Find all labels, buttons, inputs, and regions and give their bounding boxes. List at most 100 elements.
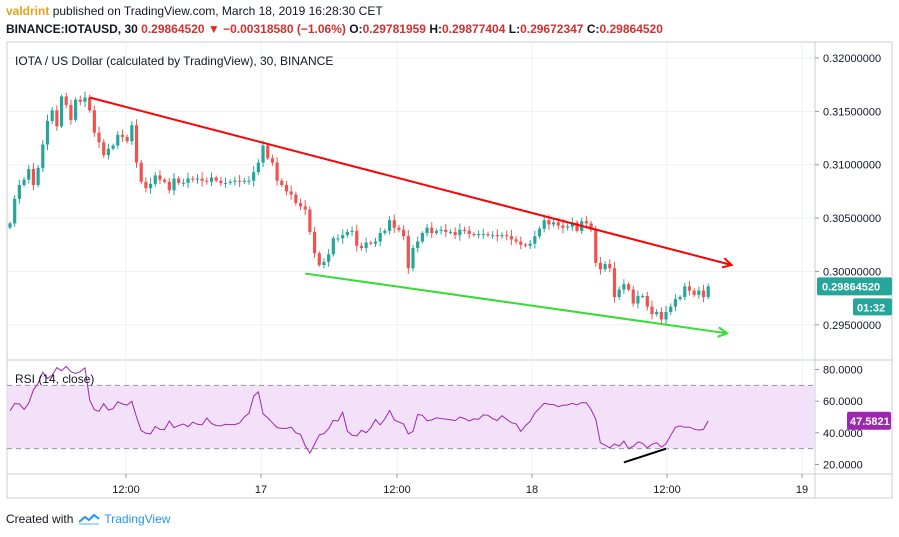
candle-body [369,242,373,244]
candle-body [406,236,410,269]
rsi-divergence-line [623,447,667,464]
candle-body [36,167,40,185]
rsi-band [8,385,814,449]
author-name[interactable]: valdrint [6,4,50,18]
candle-body [397,227,401,230]
candle-body [308,209,312,232]
candle-body [350,230,354,232]
rsi-y-tick-label: 20.0000 [823,460,863,472]
candle-body [612,268,617,298]
candle-body [542,220,546,229]
candle-body [88,97,92,111]
candle-body [655,311,659,315]
tradingview-brand[interactable]: TradingView [104,512,171,526]
candle-body [191,178,195,180]
rsi-value-tag [847,411,891,430]
candle-body [701,290,706,298]
candle-body [472,234,476,236]
publish-info: valdrint published on TradingView.com, M… [6,4,383,18]
candle-body [97,132,101,143]
rsi-y-tick-label: 40.0000 [823,428,863,440]
candle-body [645,295,649,307]
candle-body [462,229,467,231]
outer-frame [6,41,893,499]
price-change: ▼ −0.00318580 (−1.06%) [207,22,346,36]
support-arrowhead [717,326,730,338]
candle-body [575,222,579,231]
candle-body [13,198,17,224]
candle-body [92,110,96,133]
candle-body [69,104,73,120]
created-with-text: Created with [6,512,74,526]
candle-body [280,180,284,185]
candle-body [83,97,87,102]
candle-body [228,181,232,183]
candle-body [111,145,115,149]
candle-body [481,234,485,236]
tradingview-logo-icon [78,513,100,525]
rsi-y-tick-label: 60.0000 [823,396,863,408]
last-price: 0.29864520 [141,22,205,36]
candle-body [641,295,645,297]
candle-body [547,220,551,225]
candle-body [214,177,218,181]
candle-body [373,241,378,244]
candle-body [500,235,504,237]
candle-body [275,162,279,181]
candle-body [495,235,499,237]
candle-body [219,180,223,183]
candle-body [467,230,471,235]
candle-body [167,181,171,191]
candle-body [266,145,270,159]
candle-body [425,227,429,234]
candle-body [528,243,532,246]
candle-body [177,178,181,183]
candle-body [294,194,298,204]
high-value: 0.29877404 [441,22,506,36]
candle-body [153,175,157,184]
candle-body [195,178,200,180]
candle-body [477,234,481,236]
y-tick-label: 0.30500000 [823,213,881,225]
candle-body [341,235,345,239]
x-tick-label: 17 [255,484,267,496]
candle-body [556,222,560,226]
candle-body [533,236,537,244]
x-tick-label: 12:00 [112,484,140,496]
candle-body [181,182,185,184]
last-price-tag-text: 0.29864520 [822,281,880,293]
close-value: 0.29864520 [599,22,663,36]
x-tick-label: 18 [526,484,538,496]
close-label: C: [586,22,600,36]
candle-body [130,125,134,142]
candle-body [345,231,349,236]
candle-body [233,180,237,182]
candle-body [589,223,593,230]
candle-body [64,96,68,105]
candle-body [706,286,710,298]
candle-body [626,284,631,290]
candle-body [420,233,424,242]
candle-body [636,295,640,304]
candle-body [242,180,246,182]
candle-body [687,286,692,291]
candle-body [551,222,556,225]
candle-body [31,168,36,185]
candle-body [566,226,570,228]
candle-body [430,227,434,234]
high-label: H: [429,22,442,36]
candle-body [223,182,228,184]
candle-body [78,99,82,102]
candle-body [416,241,420,248]
candle-body [603,263,607,270]
candle-body [148,183,153,189]
candle-body [359,245,364,248]
candle-body [598,262,603,270]
candle-body [209,177,214,182]
candle-body [650,306,654,315]
candle-body [144,181,148,189]
candle-body [322,261,326,266]
candle-body [444,229,448,232]
candle-body [163,179,167,182]
